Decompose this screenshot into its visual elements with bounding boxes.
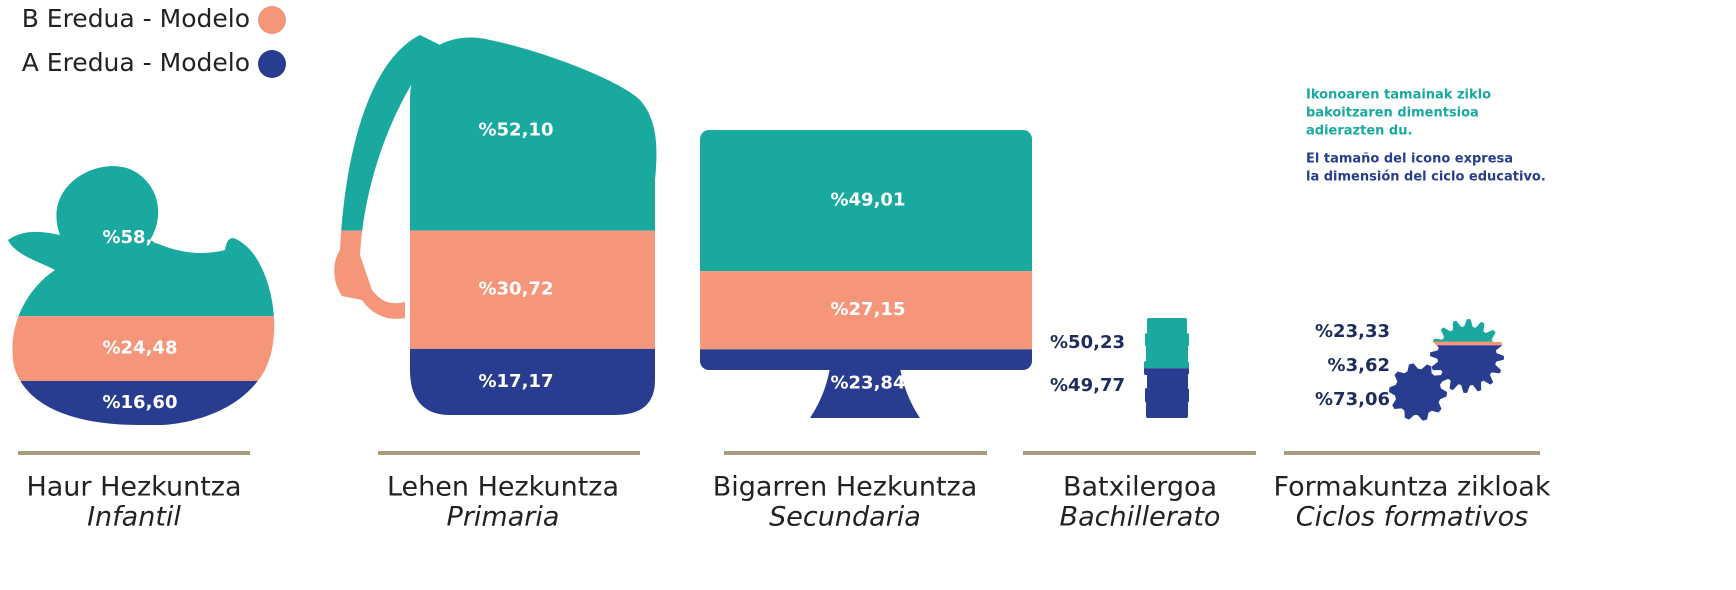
note: El tamaño del icono expresa [1306, 152, 1513, 167]
value-label: %17,17 [479, 371, 554, 392]
plot: %58,92 %24,48 %16,60 Haur HezkuntzaInfantil… [0, 30, 1551, 533]
value-label: %49,77 [1050, 375, 1125, 396]
category-label: Formakuntza zikloak [1274, 472, 1551, 503]
segment [1385, 345, 1506, 422]
note: la dimensión del ciclo educativo. [1306, 170, 1546, 185]
legend-swatch [258, 6, 286, 34]
category-subtitle: Infantil [87, 502, 181, 533]
icon [330, 30, 660, 415]
value-label: %50,23 [1050, 332, 1125, 353]
value-label: %58,92 [103, 227, 178, 248]
value-label: %30,72 [479, 279, 554, 300]
legend: B Eredua - Modelo A Eredua - Modelo [22, 4, 286, 78]
segment [1385, 317, 1506, 341]
note: adierazten du. [1306, 124, 1412, 139]
legend-label: B Eredua - Modelo [22, 4, 250, 33]
infographic: B Eredua - Modelo A Eredua - Modelo %58,… [0, 0, 1736, 590]
category-subtitle: Secundaria [769, 502, 921, 533]
category-label: Lehen Hezkuntza [387, 472, 619, 503]
value-label: %3,62 [1328, 355, 1390, 376]
legend-swatch [258, 50, 286, 78]
value-label: %24,48 [103, 338, 178, 359]
segment [1140, 368, 1192, 418]
category-label: Batxilergoa [1063, 472, 1217, 503]
category-label: Bigarren Hezkuntza [713, 472, 978, 503]
category-subtitle: Primaria [447, 502, 560, 533]
value-label: %73,06 [1315, 389, 1390, 410]
value-label: %52,10 [479, 119, 554, 140]
segment [1385, 341, 1506, 345]
value-label: %23,33 [1315, 321, 1390, 342]
legend-label: A Eredua - Modelo [22, 48, 250, 77]
value-label: %27,15 [831, 299, 906, 320]
value-label: %16,60 [103, 392, 178, 413]
value-label: %49,01 [831, 190, 906, 211]
value-label: %23,84 [831, 373, 906, 394]
segment [1140, 318, 1192, 368]
category-subtitle: Ciclos formativos [1296, 502, 1529, 533]
icon [1385, 317, 1506, 422]
category-label: Haur Hezkuntza [26, 472, 241, 503]
icon [1140, 318, 1192, 418]
category-subtitle: Bachillerato [1060, 502, 1221, 533]
icon [0, 160, 285, 425]
note: Ikonoaren tamainak ziklo [1306, 88, 1491, 103]
note: bakoitzaren dimentsioa [1306, 106, 1479, 121]
